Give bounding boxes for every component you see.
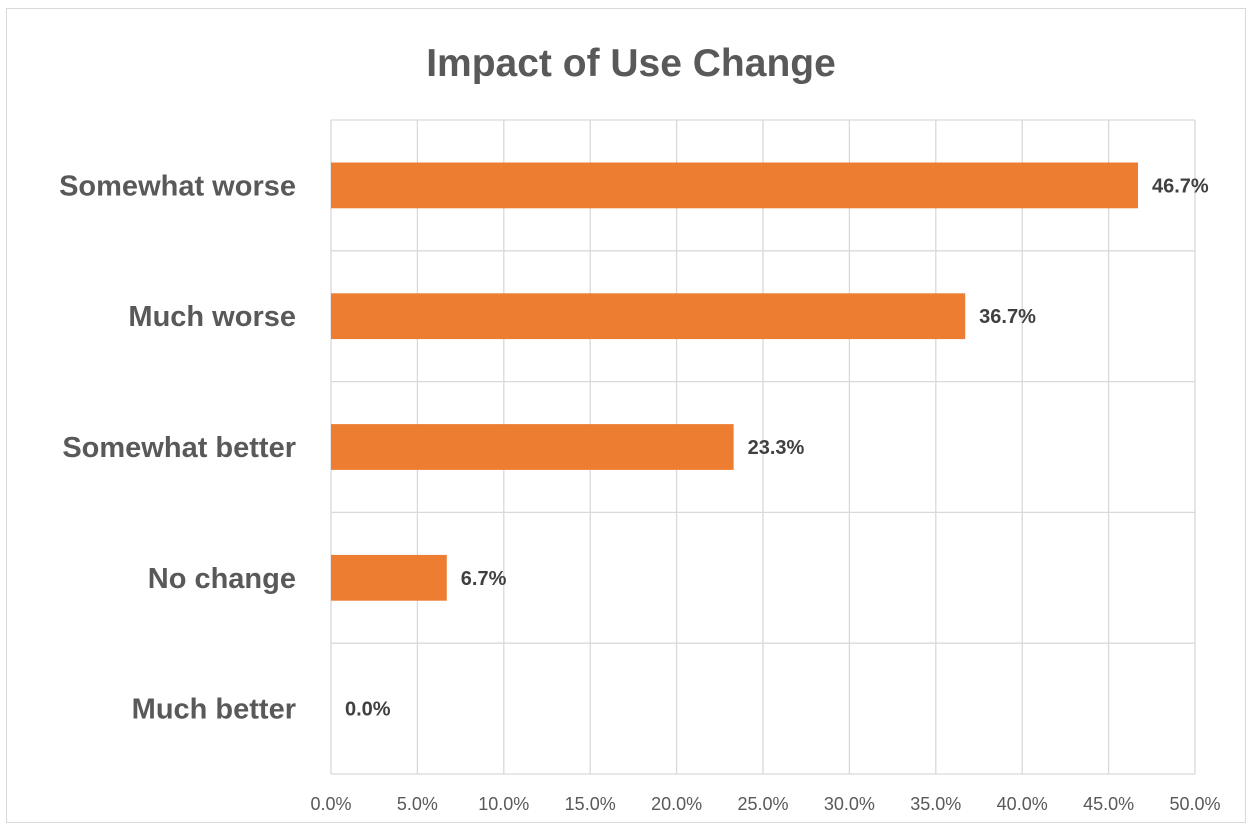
data-labels: 46.7% 36.7% 23.3% 6.7% 0.0% bbox=[345, 175, 1209, 720]
bar bbox=[331, 424, 734, 470]
category-label: Much worse bbox=[128, 301, 296, 333]
bar bbox=[331, 293, 966, 340]
x-tick-label: 0.0% bbox=[310, 794, 351, 814]
category-label: Much better bbox=[132, 694, 296, 726]
chart-frame bbox=[6, 8, 1246, 823]
x-tick-label: 5.0% bbox=[397, 794, 438, 814]
data-label: 23.3% bbox=[748, 437, 805, 459]
x-axis-ticks: 0.0% 5.0% 10.0% 15.0% 20.0% 25.0% 30.0% 35.0% 40… bbox=[310, 794, 1220, 814]
gridlines bbox=[330, 119, 1196, 775]
category-label: No change bbox=[148, 563, 296, 595]
x-tick-label: 40.0% bbox=[997, 794, 1048, 814]
x-tick-label: 20.0% bbox=[651, 794, 702, 814]
bar bbox=[331, 554, 447, 601]
bar bbox=[331, 162, 1138, 209]
category-labels: Somewhat worse Much worse Somewhat better N… bbox=[59, 170, 296, 725]
x-tick-label: 25.0% bbox=[737, 794, 788, 814]
data-label: 46.7% bbox=[1152, 175, 1209, 197]
x-tick-label: 35.0% bbox=[910, 794, 961, 814]
x-tick-label: 50.0% bbox=[1169, 794, 1220, 814]
x-tick-label: 15.0% bbox=[565, 794, 616, 814]
chart-title: Impact of Use Change bbox=[426, 42, 836, 85]
bars bbox=[331, 162, 1138, 601]
x-tick-label: 10.0% bbox=[478, 794, 529, 814]
category-label: Somewhat worse bbox=[59, 170, 296, 202]
data-label: 6.7% bbox=[461, 568, 507, 590]
data-label: 36.7% bbox=[979, 306, 1036, 328]
data-label: 0.0% bbox=[345, 699, 391, 721]
x-tick-label: 45.0% bbox=[1083, 794, 1134, 814]
category-label: Somewhat better bbox=[62, 432, 296, 464]
x-tick-label: 30.0% bbox=[824, 794, 875, 814]
